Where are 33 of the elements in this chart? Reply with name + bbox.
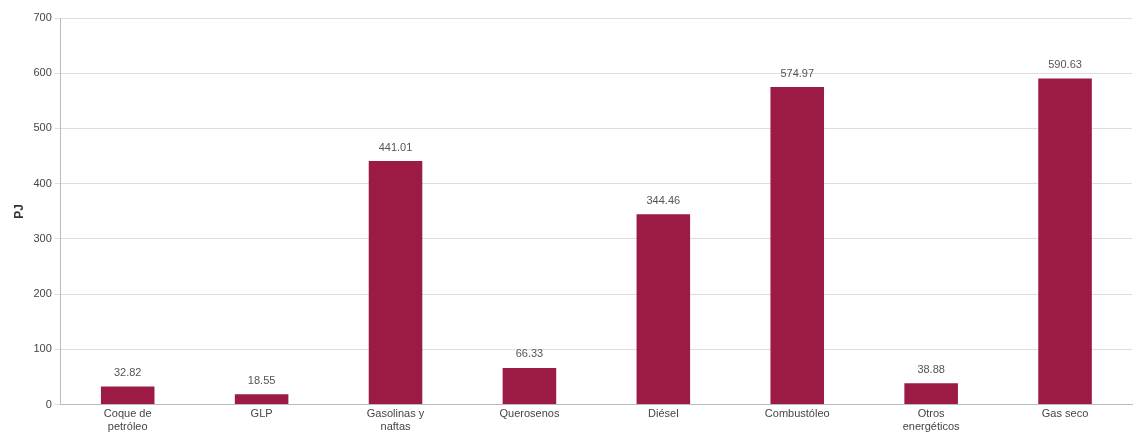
data-label: 32.82	[113, 366, 142, 379]
x-tick-label: Otros energéticos	[902, 407, 961, 433]
x-tick-label: Gas seco	[1041, 407, 1089, 420]
y-tick-label: 300	[33, 231, 52, 244]
y-tick-label: 500	[33, 121, 52, 134]
y-tick-label: 700	[33, 11, 52, 24]
y-tick-label: 0	[45, 397, 52, 410]
x-tick-label: Combustóleo	[764, 407, 830, 420]
bar	[904, 383, 958, 405]
x-tick-label: Gasolinas y naftas	[366, 407, 425, 433]
bar	[368, 161, 423, 405]
bar	[502, 367, 557, 405]
data-label: 38.88	[917, 362, 945, 375]
bar	[636, 214, 691, 405]
bar	[234, 394, 289, 405]
y-tick-label: 600	[33, 66, 52, 79]
data-label: 441.01	[378, 140, 413, 153]
data-label: 574.97	[780, 66, 815, 79]
bar	[1038, 78, 1092, 405]
x-tick-label: GLP	[250, 407, 273, 420]
y-tick-label: 100	[33, 342, 52, 355]
data-label: 66.33	[515, 347, 544, 360]
data-label: 344.46	[646, 193, 681, 206]
y-tick-label: 200	[33, 287, 52, 300]
bar	[100, 386, 155, 405]
data-label: 590.63	[1048, 57, 1082, 70]
x-tick-label: Coque de petróleo	[103, 407, 152, 433]
bar	[770, 87, 825, 405]
y-tick-label: 400	[33, 176, 52, 189]
data-label: 18.55	[247, 373, 276, 386]
x-tick-label: Querosenos	[499, 407, 560, 420]
y-axis-title: PJ	[11, 203, 26, 219]
x-tick-label: Diésel	[648, 407, 679, 420]
